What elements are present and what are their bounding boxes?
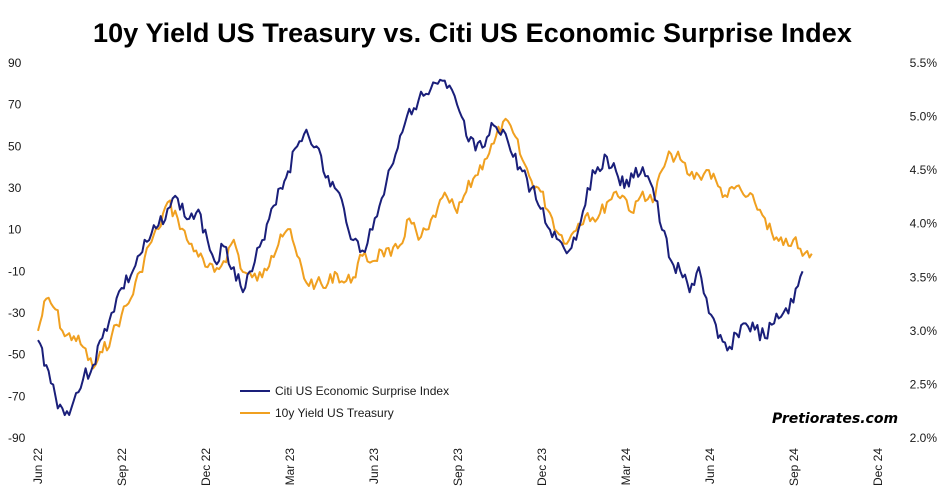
right-tick-label: 3.0% (910, 324, 938, 338)
right-tick-label: 2.0% (910, 431, 938, 445)
x-tick-label: Mar 23 (283, 448, 297, 486)
left-tick-label: 70 (8, 98, 22, 112)
x-tick-label: Jun 23 (367, 448, 381, 484)
left-tick-label: -30 (8, 306, 26, 320)
legend-label: Citi US Economic Surprise Index (275, 384, 449, 398)
x-tick-label: Jun 22 (31, 448, 45, 484)
legend: Citi US Economic Surprise Index 10y Yield… (240, 384, 449, 420)
right-tick-label: 5.0% (910, 110, 938, 124)
x-tick-label: Mar 24 (619, 448, 633, 486)
left-tick-label: -70 (8, 389, 26, 403)
x-tick-label: Dec 22 (199, 448, 213, 486)
right-axis: 5.5% 5.0% 4.5% 4.0% 3.5% 3.0% 2.5% 2.0% (910, 56, 938, 445)
left-tick-label: -50 (8, 348, 26, 362)
legend-label: 10y Yield US Treasury (275, 406, 394, 420)
left-tick-label: 10 (8, 223, 22, 237)
x-axis: Jun 22 Sep 22 Dec 22 Mar 23 Jun 23 Sep 23 Dec … (31, 448, 885, 486)
chart-title: 10y Yield US Treasury vs. Citi US Econom… (93, 18, 852, 48)
x-tick-label: Sep 23 (451, 448, 465, 486)
right-tick-label: 4.5% (910, 163, 938, 177)
x-tick-label: Dec 23 (535, 448, 549, 486)
x-tick-label: Dec 24 (871, 448, 885, 486)
left-axis: 90 70 50 30 10 -10 -30 -50 -70 -90 (8, 56, 26, 445)
x-tick-label: Sep 24 (787, 448, 801, 486)
left-tick-label: -90 (8, 431, 26, 445)
series-citi-surprise-line (37, 78, 804, 417)
right-tick-label: 5.5% (910, 56, 938, 70)
series-10y-yield-line (37, 117, 813, 370)
watermark-text: Pretiorates.com (772, 411, 898, 427)
left-tick-label: 90 (8, 56, 22, 70)
right-tick-label: 4.0% (910, 217, 938, 231)
right-tick-label: 2.5% (910, 377, 938, 391)
x-tick-label: Sep 22 (115, 448, 129, 486)
x-tick-label: Jun 24 (703, 448, 717, 484)
left-tick-label: 30 (8, 181, 22, 195)
right-tick-label: 3.5% (910, 270, 938, 284)
series-layer (37, 78, 813, 417)
left-tick-label: 50 (8, 139, 22, 153)
left-tick-label: -10 (8, 264, 26, 278)
